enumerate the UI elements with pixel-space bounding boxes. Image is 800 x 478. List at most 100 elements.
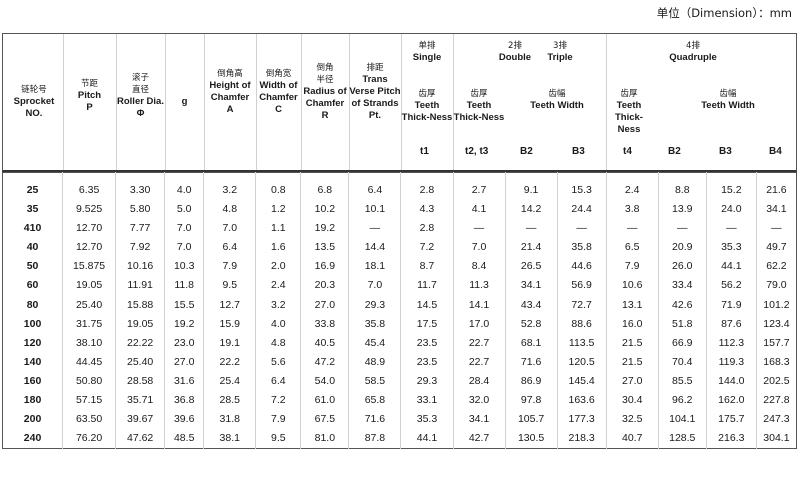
header-quad-thickness: 齿厚 Teeth Thick-Ness <box>615 89 643 135</box>
header-triple: 3排 Triple <box>547 41 573 63</box>
cell-d: 39.67 <box>115 410 165 430</box>
cell-b2: 52.8 <box>504 314 558 334</box>
cell-b3: 15.3 <box>556 172 607 200</box>
cell-g: 27.0 <box>164 352 204 372</box>
header-single: 单排 Single <box>412 41 442 63</box>
cell-a: 15.9 <box>203 314 256 334</box>
cell-qb2: 96.2 <box>657 390 707 411</box>
cell-p: 19.05 <box>62 276 116 296</box>
cell-qb4: 21.6 <box>755 172 797 200</box>
cell-qb2: 51.8 <box>657 314 707 334</box>
cell-t23: 22.7 <box>452 352 506 372</box>
cell-qb3: 56.2 <box>705 276 757 296</box>
cell-qb2: 42.6 <box>657 295 707 315</box>
cell-t4: 7.9 <box>605 257 659 277</box>
cell-a: 38.1 <box>203 429 256 449</box>
cell-qb3: 87.6 <box>705 314 757 334</box>
cell-no: 140 <box>23 355 42 368</box>
cell-qb3: 71.9 <box>705 295 757 315</box>
cell-r: 47.2 <box>300 352 349 372</box>
table-row: 40 12.70 7.92 7.0 6.4 1.6 13.5 14.4 7.2 7.0 21.4 35… <box>3 238 797 258</box>
table-row: 160 50.80 28.58 31.6 25.4 6.4 54.0 58.5 29.3 28.4… <box>3 371 797 391</box>
cell-g: 5.0 <box>164 200 204 220</box>
cell-b3: 44.6 <box>556 257 607 277</box>
cell-t23: 8.4 <box>452 257 506 277</box>
cell-qb3: 216.3 <box>705 429 757 449</box>
header-quad-width: 齿幅 Teeth Width <box>701 89 755 111</box>
cell-d: 7.77 <box>115 219 165 239</box>
header-pitch: 节距 Pitch P <box>77 79 102 113</box>
cell-qb3: 24.0 <box>705 200 757 220</box>
cell-b2: 34.1 <box>504 276 558 296</box>
header-t23: t2, t3 <box>465 146 489 157</box>
cell-pt: 65.8 <box>348 390 401 411</box>
table-row: 200 63.50 39.67 39.6 31.8 7.9 67.5 71.6 35.3 34.1… <box>3 410 797 430</box>
table-row: 410 12.70 7.77 7.0 7.0 1.1 19.2—2.8— — — — — — — <box>3 219 797 239</box>
cell-qb2: 13.9 <box>657 200 707 220</box>
cell-t1: 2.8 <box>400 219 453 239</box>
cell-t1: 17.5 <box>400 314 453 334</box>
cell-t1: 4.3 <box>400 200 453 220</box>
cell-t1: 2.8 <box>400 172 453 200</box>
header-chamfer-radius: 倒角半径 Radius of Chamfer R <box>303 63 347 121</box>
cell-d: 22.22 <box>115 333 165 353</box>
table-row: 35 9.525 5.80 5.0 4.8 1.2 10.2 10.1 4.3 4.1 14.2 24… <box>3 200 797 220</box>
cell-b3: 218.3 <box>556 429 607 449</box>
cell-b2: 71.6 <box>504 352 558 372</box>
header-quadruple: 4排 Quadruple <box>669 41 717 63</box>
cell-qb4: 247.3 <box>755 410 797 430</box>
cell-qb4: 157.7 <box>755 333 797 353</box>
cell-d: 5.80 <box>115 200 165 220</box>
cell-qb4: 227.8 <box>755 390 797 411</box>
table-row: 120 38.10 22.22 23.0 19.1 4.8 40.5 45.4 23.5 22.7… <box>3 333 797 353</box>
cell-t1: 11.7 <box>400 276 453 296</box>
cell-qb3: 144.0 <box>705 371 757 391</box>
cell-qb2: 20.9 <box>657 238 707 258</box>
cell-g: 23.0 <box>164 333 204 353</box>
cell-pt: 6.4 <box>348 172 401 200</box>
cell-t1: 14.5 <box>400 295 453 315</box>
cell-b3: 72.7 <box>556 295 607 315</box>
cell-d: 25.40 <box>115 352 165 372</box>
cell-b2: 105.7 <box>504 410 558 430</box>
cell-t23: 34.1 <box>452 410 506 430</box>
cell-t4: 3.8 <box>605 200 659 220</box>
cell-t1: 23.5 <box>400 352 453 372</box>
cell-g: 31.6 <box>164 371 204 391</box>
cell-t23: 17.0 <box>452 314 506 334</box>
table-row: 240 76.20 47.62 48.5 38.1 9.5 81.0 87.8 44.1 42.7… <box>3 429 797 449</box>
cell-b2: 68.1 <box>504 333 558 353</box>
cell-t23: 22.7 <box>452 333 506 353</box>
cell-no: 35 <box>26 203 39 216</box>
header-t1: t1 <box>420 146 429 157</box>
cell-t23: — <box>452 219 506 239</box>
cell-c: 4.8 <box>255 333 301 353</box>
cell-no: 410 <box>23 222 42 235</box>
cell-g: 10.3 <box>164 257 204 277</box>
cell-t1: 44.1 <box>400 429 453 449</box>
cell-b2: 21.4 <box>504 238 558 258</box>
header-chamfer-width: 倒角宽 Width of Chamfer C <box>259 69 298 115</box>
cell-t1: 8.7 <box>400 257 453 277</box>
sprocket-spec-sheet: 链轮号 Sprocket NO. 节距 Pitch P 滚子直径 Roller Dia.… <box>2 33 797 450</box>
cell-d: 19.05 <box>115 314 165 334</box>
cell-no: 240 <box>23 432 42 445</box>
cell-pt: 18.1 <box>348 257 401 277</box>
cell-b3: 145.4 <box>556 371 607 391</box>
cell-a: 31.8 <box>203 410 256 430</box>
cell-a: 19.1 <box>203 333 256 353</box>
cell-c: 1.6 <box>255 238 301 258</box>
cell-no: 50 <box>26 260 39 273</box>
cell-c: 0.8 <box>255 172 301 200</box>
cell-t23: 42.7 <box>452 429 506 449</box>
cell-qb3: 119.3 <box>705 352 757 372</box>
cell-p: 31.75 <box>62 314 116 334</box>
cell-g: 19.2 <box>164 314 204 334</box>
cell-g: 11.8 <box>164 276 204 296</box>
cell-b2: 97.8 <box>504 390 558 411</box>
cell-a: 7.0 <box>203 219 256 239</box>
cell-b3: 177.3 <box>556 410 607 430</box>
cell-qb2: 33.4 <box>657 276 707 296</box>
cell-b2: 26.5 <box>504 257 558 277</box>
cell-t4: 32.5 <box>605 410 659 430</box>
